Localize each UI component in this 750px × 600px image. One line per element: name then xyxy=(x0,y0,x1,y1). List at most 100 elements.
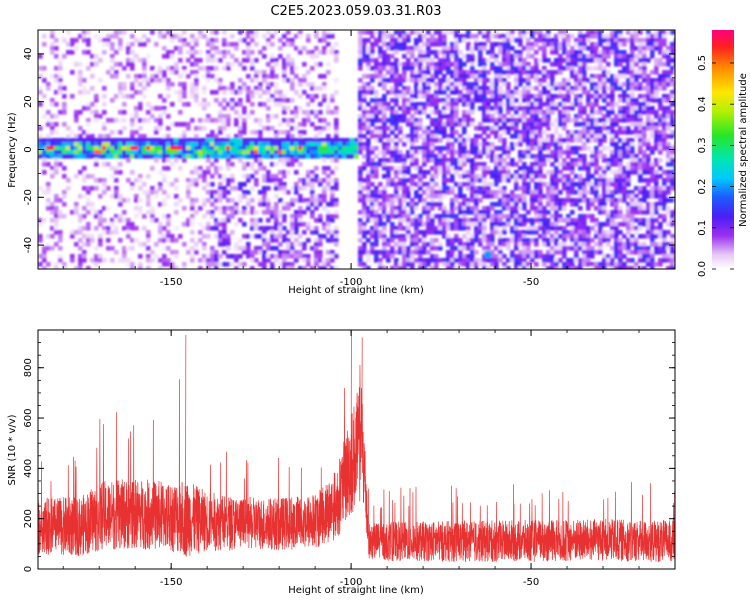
heatmap-cell xyxy=(190,138,195,143)
heatmap-cell xyxy=(238,210,243,215)
heatmap-cell xyxy=(586,162,591,167)
heatmap-cell xyxy=(522,250,527,255)
heatmap-cell xyxy=(454,158,459,163)
heatmap-cell xyxy=(318,110,323,115)
heatmap-cell xyxy=(470,150,475,155)
heatmap-cell xyxy=(462,94,467,99)
heatmap-cell xyxy=(218,194,223,199)
heatmap-cell xyxy=(494,146,499,151)
heatmap-cell xyxy=(566,86,571,91)
heatmap-cell xyxy=(602,134,607,139)
heatmap-cell xyxy=(490,90,495,95)
heatmap-cell xyxy=(54,266,59,269)
heatmap-cell xyxy=(130,134,135,139)
heatmap-cell xyxy=(490,154,495,159)
heatmap-cell xyxy=(446,142,451,147)
heatmap-cell xyxy=(58,230,63,235)
heatmap-cell xyxy=(622,150,627,155)
heatmap-cell xyxy=(534,102,539,107)
heatmap-cell xyxy=(306,146,311,151)
heatmap-cell xyxy=(422,154,427,159)
heatmap-cell xyxy=(550,142,555,147)
heatmap-cell xyxy=(394,98,399,103)
heatmap-cell xyxy=(294,222,299,227)
heatmap-cell xyxy=(530,254,535,259)
heatmap-cell xyxy=(158,226,163,231)
heatmap-cell xyxy=(426,82,431,87)
heatmap-cell xyxy=(610,234,615,239)
heatmap-cell xyxy=(294,110,299,115)
heatmap-cell xyxy=(518,258,523,263)
heatmap-cell xyxy=(226,262,231,267)
heatmap-cell xyxy=(394,150,399,155)
heatmap-cell xyxy=(498,154,503,159)
heatmap-cell xyxy=(382,174,387,179)
heatmap-cell xyxy=(518,114,523,119)
heatmap-cell xyxy=(342,150,347,155)
heatmap-cell xyxy=(314,206,319,211)
heatmap-cell xyxy=(422,238,427,243)
heatmap-cell xyxy=(234,202,239,207)
heatmap-cell xyxy=(174,154,179,159)
heatmap-cell xyxy=(274,202,279,207)
heatmap-cell xyxy=(522,198,527,203)
heatmap-cell xyxy=(102,94,107,99)
heatmap-cell xyxy=(438,246,443,251)
heatmap-cell xyxy=(534,194,539,199)
heatmap-cell xyxy=(54,66,59,71)
heatmap-cell xyxy=(550,134,555,139)
heatmap-cell xyxy=(62,138,67,143)
heatmap-cell xyxy=(418,134,423,139)
heatmap-cell xyxy=(550,106,555,111)
heatmap-cell xyxy=(374,210,379,215)
heatmap-cell xyxy=(590,30,595,35)
heatmap-cell xyxy=(582,146,587,151)
heatmap-cell xyxy=(462,142,467,147)
heatmap-cell xyxy=(54,138,59,143)
heatmap-cell xyxy=(398,126,403,131)
heatmap-cell xyxy=(110,166,115,171)
heatmap-cell xyxy=(506,126,511,131)
heatmap-cell xyxy=(262,198,267,203)
heatmap-cell xyxy=(94,186,99,191)
heatmap-cell xyxy=(626,154,631,159)
heatmap-cell xyxy=(330,98,335,103)
heatmap-cell xyxy=(490,182,495,187)
heatmap-cell xyxy=(390,154,395,159)
heatmap-cell xyxy=(218,242,223,247)
heatmap-cell xyxy=(262,202,267,207)
heatmap-cell xyxy=(390,238,395,243)
heatmap-cell xyxy=(614,114,619,119)
heatmap-cell xyxy=(606,214,611,219)
heatmap-cell xyxy=(390,194,395,199)
heatmap-cell xyxy=(450,206,455,211)
heatmap-cell xyxy=(598,150,603,155)
heatmap-cell xyxy=(326,150,331,155)
heatmap-cell xyxy=(510,250,515,255)
heatmap-cell xyxy=(570,86,575,91)
heatmap-cell xyxy=(358,78,363,83)
heatmap-cell xyxy=(490,218,495,223)
heatmap-cell xyxy=(178,50,183,55)
heatmap-cell xyxy=(570,190,575,195)
heatmap-cell xyxy=(406,134,411,139)
heatmap-cell xyxy=(58,254,63,259)
heatmap-cell xyxy=(162,146,167,151)
heatmap-cell xyxy=(462,246,467,251)
heatmap-cell xyxy=(266,74,271,79)
heatmap-cell xyxy=(206,262,211,267)
heatmap-cell xyxy=(430,122,435,127)
heatmap-cell xyxy=(42,162,47,167)
heatmap-cell xyxy=(218,182,223,187)
heatmap-cell xyxy=(526,174,531,179)
heatmap-cell xyxy=(70,138,75,143)
heatmap-cell xyxy=(242,118,247,123)
heatmap-cell xyxy=(510,46,515,51)
heatmap-cell xyxy=(374,238,379,243)
heatmap-cell xyxy=(458,158,463,163)
heatmap-cell xyxy=(82,178,87,183)
heatmap-cell xyxy=(234,154,239,159)
heatmap-cell xyxy=(382,74,387,79)
heatmap-cell xyxy=(522,166,527,171)
heatmap-cell xyxy=(286,250,291,255)
